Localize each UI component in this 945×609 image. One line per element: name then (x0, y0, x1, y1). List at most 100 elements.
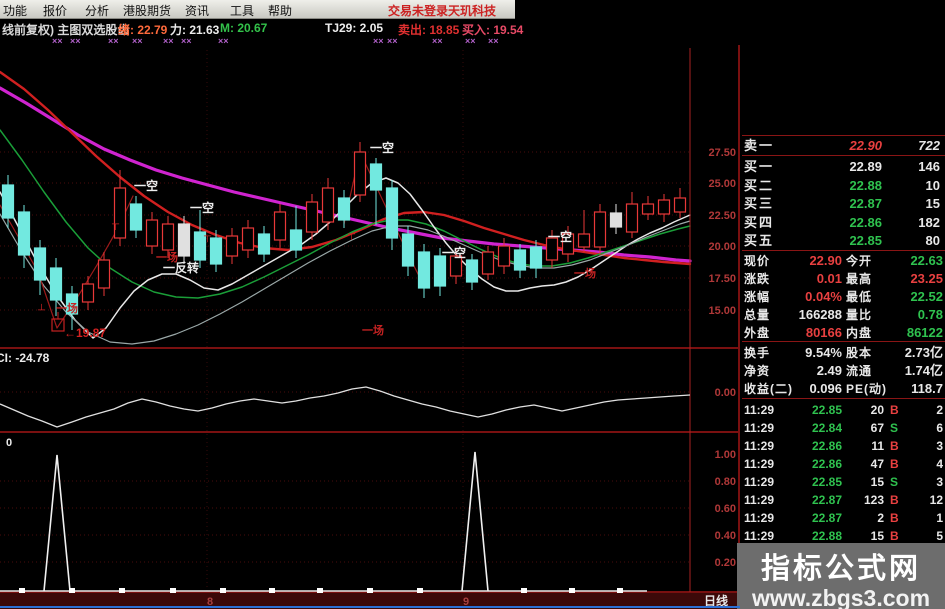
main-chart-svg[interactable]: 27.5025.0022.5020.0017.5015.00一空一空一空一空一空… (0, 0, 740, 609)
signal-cross-mark: ×× (373, 36, 384, 46)
candle-body (129, 203, 143, 231)
menu-item-资讯[interactable]: 资讯 (185, 4, 210, 18)
order-book-row-买二[interactable]: 买二 22.88 10 (742, 177, 945, 195)
quote-label: 量比 (846, 308, 873, 322)
order-book-row-卖一[interactable]: 卖一 22.90 722 (742, 137, 945, 155)
chang-annotation: 一场 (56, 301, 78, 315)
candle-body (353, 151, 367, 196)
login-status[interactable]: 交易未登录 (388, 4, 449, 18)
quote-label: 内盘 (846, 326, 873, 340)
signal-marker (317, 588, 323, 593)
signal-cross-mark: ×× (52, 36, 63, 46)
order-price: 22.89 (849, 159, 882, 174)
candle-body (385, 187, 399, 239)
signal-marker (170, 588, 176, 593)
quote-sidebar: 卖一 22.90 722 买一 22.89 146 买二 22.88 10 买三 22.87 15 买四… (742, 0, 945, 609)
indicator-info-bar: 线前复权) 主图双选股齿 绪: 22.79 力: 21.63 M: 20.67 TJ2… (0, 19, 740, 37)
broker-name[interactable]: 天玑科技 (448, 4, 497, 18)
signal-marker (617, 588, 623, 593)
candle-body (545, 237, 559, 261)
candle-body (417, 251, 431, 289)
signal-marker (367, 588, 373, 593)
quote-value: 22.90 (809, 253, 842, 268)
candle-body (177, 223, 191, 257)
sidebar-separator (742, 398, 945, 399)
tick-side-flag: S (890, 421, 899, 435)
order-book-row-买四[interactable]: 买四 22.86 182 (742, 214, 945, 232)
tick-price: 22.84 (811, 421, 842, 435)
quote-label: 最高 (846, 272, 873, 286)
order-book-row-买一[interactable]: 买一 22.89 146 (742, 158, 945, 176)
price-axis-tick: 15.00 (708, 305, 736, 317)
tick-time: 11:29 (744, 457, 775, 471)
signal-cross-mark: ×× (181, 36, 192, 46)
quote-value: 80166 (805, 325, 842, 340)
tick-price: 22.86 (811, 439, 842, 453)
price-axis-tick: 17.50 (708, 273, 736, 285)
window-bottom-edge (0, 606, 740, 608)
tick-count: 3 (936, 439, 943, 453)
quote-value: 2.49 (816, 363, 842, 378)
signal-cross-mark: ×× (387, 36, 398, 46)
indicator-value: 绪: 22.79 (118, 23, 168, 37)
order-level-label: 买四 (744, 214, 775, 230)
menu-item-港股期货[interactable]: 港股期货 (123, 4, 172, 18)
candle-body (225, 235, 239, 257)
order-book-row-买五[interactable]: 买五 22.85 80 (742, 232, 945, 250)
signal-spike (43, 454, 71, 592)
order-volume: 182 (918, 214, 940, 230)
quote-label: 最低 (846, 290, 873, 304)
order-volume: 80 (925, 233, 940, 248)
candle-body (81, 283, 95, 303)
tick-count: 5 (936, 529, 943, 543)
x-axis-label: 9 (463, 596, 469, 608)
tick-side-flag: B (890, 529, 899, 543)
order-level-label: 买三 (744, 196, 775, 211)
x-axis-strip (0, 593, 740, 609)
candle-body (609, 212, 623, 228)
menu-item-帮助[interactable]: 帮助 (268, 4, 293, 18)
order-volume: 15 (925, 196, 940, 211)
candle-body (673, 197, 687, 213)
x-axis-label: 8 (207, 596, 213, 608)
tick-time: 11:29 (744, 403, 775, 417)
signal-marker (19, 588, 25, 593)
signal-marker (269, 588, 275, 593)
sidebar-separator (742, 341, 945, 342)
menu-bar: 功能 报价 分析 港股期货 资讯 工具 帮助 交易未登录 天玑科技 (0, 0, 515, 19)
price-axis-tick: 27.50 (708, 147, 736, 159)
order-book-row-买三[interactable]: 买三 22.87 15 (742, 195, 945, 213)
tick-row: 11:29 22.88 15 B 5 (742, 527, 945, 545)
tick-price: 22.88 (811, 529, 842, 543)
menu-item-工具[interactable]: 工具 (230, 4, 255, 18)
candle-body (481, 251, 495, 275)
tick-count: 12 (929, 493, 943, 507)
quote-label: 涨幅 (744, 290, 771, 304)
signal-cross-mark: ×× (163, 36, 174, 46)
signal-cross-mark: ×× (218, 36, 229, 46)
sidebar-separator (742, 135, 945, 136)
signal-axis-tick: 0.80 (715, 476, 736, 488)
signal-marker (119, 588, 125, 593)
signal-cross-mark: ×× (488, 36, 499, 46)
quote-label: 流通 (846, 364, 873, 378)
candle-body (305, 201, 319, 233)
tick-row: 11:29 22.87 123 B 12 (742, 491, 945, 509)
signal-cross-mark: ×× (132, 36, 143, 46)
tick-time: 11:29 (744, 439, 775, 453)
menu-item-分析[interactable]: 分析 (85, 4, 110, 18)
menu-item-功能[interactable]: 功能 (3, 4, 28, 18)
period-label[interactable]: 日线 (704, 593, 728, 608)
cci-line (0, 386, 691, 428)
kong-annotation: 一空 (442, 245, 466, 260)
quote-label: 总量 (744, 308, 771, 322)
tick-side-flag: B (890, 493, 899, 507)
sidebar-separator (742, 155, 945, 156)
quote-row: 换手 9.54% 股本 2.73亿 (742, 344, 945, 362)
tick-volume: 67 (870, 421, 884, 435)
quote-value: 0.04% (805, 289, 842, 304)
quote-row: 现价 22.90 今开 22.63 (742, 252, 945, 270)
quote-value: 0.78 (917, 307, 943, 322)
menu-item-报价[interactable]: 报价 (43, 4, 68, 18)
candle-body (113, 187, 127, 239)
